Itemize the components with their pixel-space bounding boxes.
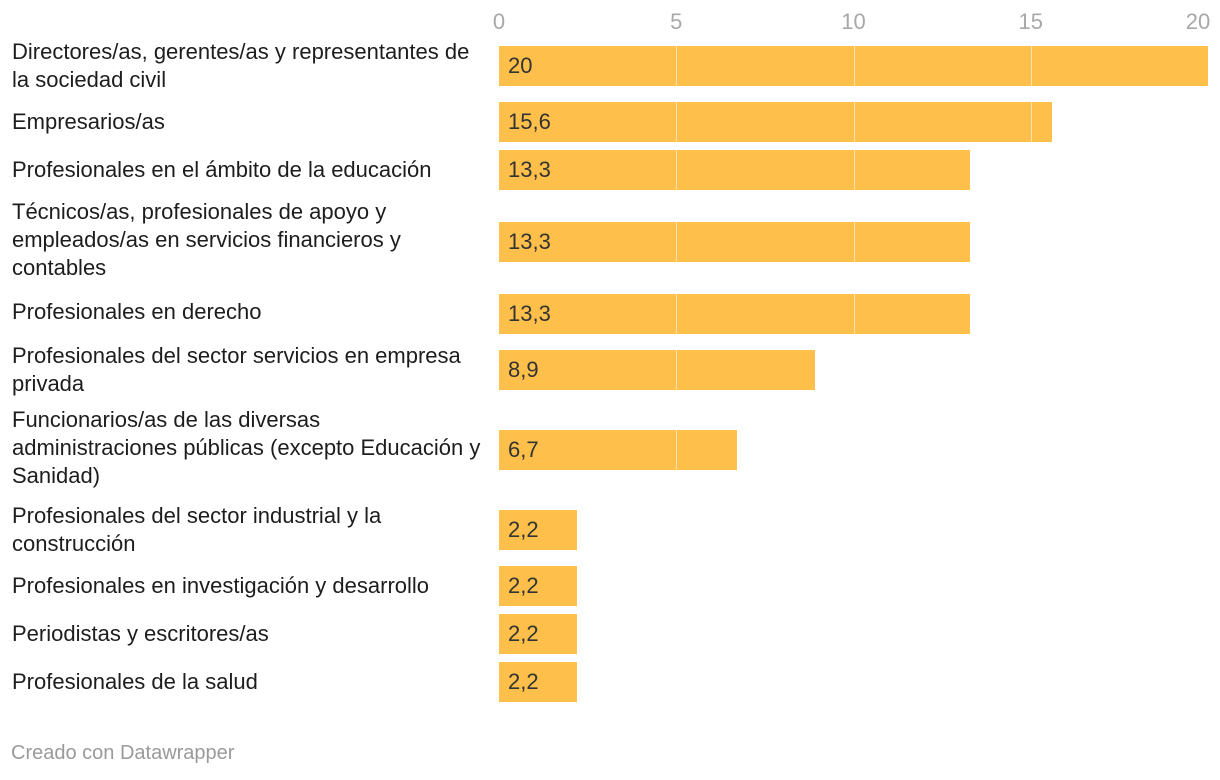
- category-label: Directores/as, gerentes/as y representan…: [12, 39, 470, 92]
- source-credit: Creado con Datawrapper: [11, 742, 235, 764]
- category-label: Profesionales en el ámbito de la educaci…: [12, 157, 432, 182]
- bar-value-label: 13,3: [508, 157, 551, 182]
- gridline: [1208, 46, 1209, 702]
- category-label: Profesionales del sector servicios en em…: [12, 343, 461, 396]
- bar: [499, 46, 1208, 86]
- bar-value-label: 2,2: [508, 517, 539, 542]
- bar: [499, 510, 577, 550]
- bar-value-label: 20: [508, 53, 533, 78]
- bar: [499, 102, 1053, 142]
- bar: [499, 662, 577, 702]
- bar-value-label: 2,2: [508, 621, 539, 646]
- x-tick-label: 20: [1185, 9, 1211, 34]
- gridline: [854, 46, 855, 702]
- category-label: Profesionales en investigación y desarro…: [12, 573, 430, 598]
- category-label: Técnicos/as, profesionales de apoyo y em…: [12, 199, 401, 280]
- x-tick-label: 5: [670, 9, 683, 34]
- category-label: Empresarios/as: [12, 109, 165, 134]
- bar: [499, 222, 971, 262]
- bar-value-label: 13,3: [508, 301, 551, 326]
- bar-value-label: 8,9: [508, 357, 539, 382]
- gridline: [1031, 46, 1032, 702]
- x-tick-label: 10: [841, 9, 866, 34]
- gridline: [676, 46, 677, 702]
- category-label: Periodistas y escritores/as: [12, 621, 269, 646]
- bar: [499, 614, 577, 654]
- bar: [499, 430, 737, 470]
- category-label: Profesionales en derecho: [12, 299, 262, 324]
- category-label: Profesionales del sector industrial y la…: [12, 503, 382, 556]
- bar-value-label: 15,6: [508, 109, 551, 134]
- bar: [499, 566, 577, 606]
- bar: [499, 150, 971, 190]
- bar-value-label: 2,2: [508, 669, 539, 694]
- bar-value-label: 2,2: [508, 573, 539, 598]
- bar: [499, 350, 815, 390]
- category-label: Profesionales de la salud: [12, 669, 258, 694]
- x-tick-label: 0: [492, 9, 506, 34]
- bar-value-label: 13,3: [508, 229, 551, 254]
- bar: [499, 294, 971, 334]
- x-tick-label: 15: [1018, 9, 1043, 34]
- category-label: Funcionarios/as de las diversas administ…: [12, 407, 481, 488]
- bar-value-label: 6,7: [508, 437, 539, 462]
